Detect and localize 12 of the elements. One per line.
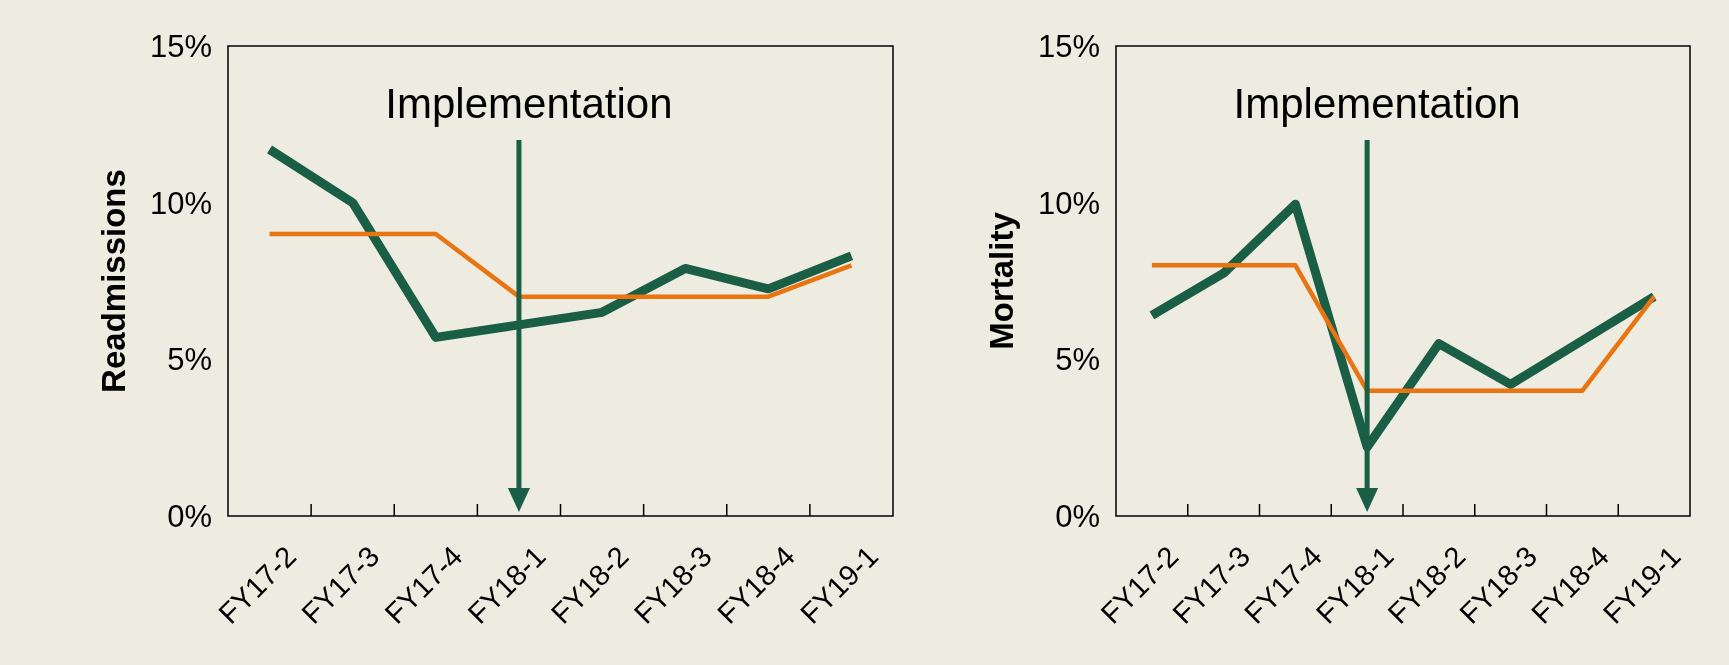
y-tick-label: 5%: [167, 342, 212, 378]
y-tick-label: 5%: [1055, 342, 1100, 378]
y-tick-label: 15%: [149, 28, 212, 64]
y-tick-label: 10%: [149, 185, 212, 221]
y-tick-label: 15%: [1037, 28, 1100, 64]
y-tick-label: 0%: [1055, 498, 1100, 534]
y-tick-label: 10%: [1037, 185, 1100, 221]
y-tick-label: 0%: [167, 498, 212, 534]
ref-line-label: Implementation: [385, 80, 673, 127]
y-axis-title: Mortality: [982, 211, 1020, 350]
y-axis-title: Readmissions: [94, 169, 132, 393]
ref-line-label: Implementation: [1233, 80, 1521, 127]
